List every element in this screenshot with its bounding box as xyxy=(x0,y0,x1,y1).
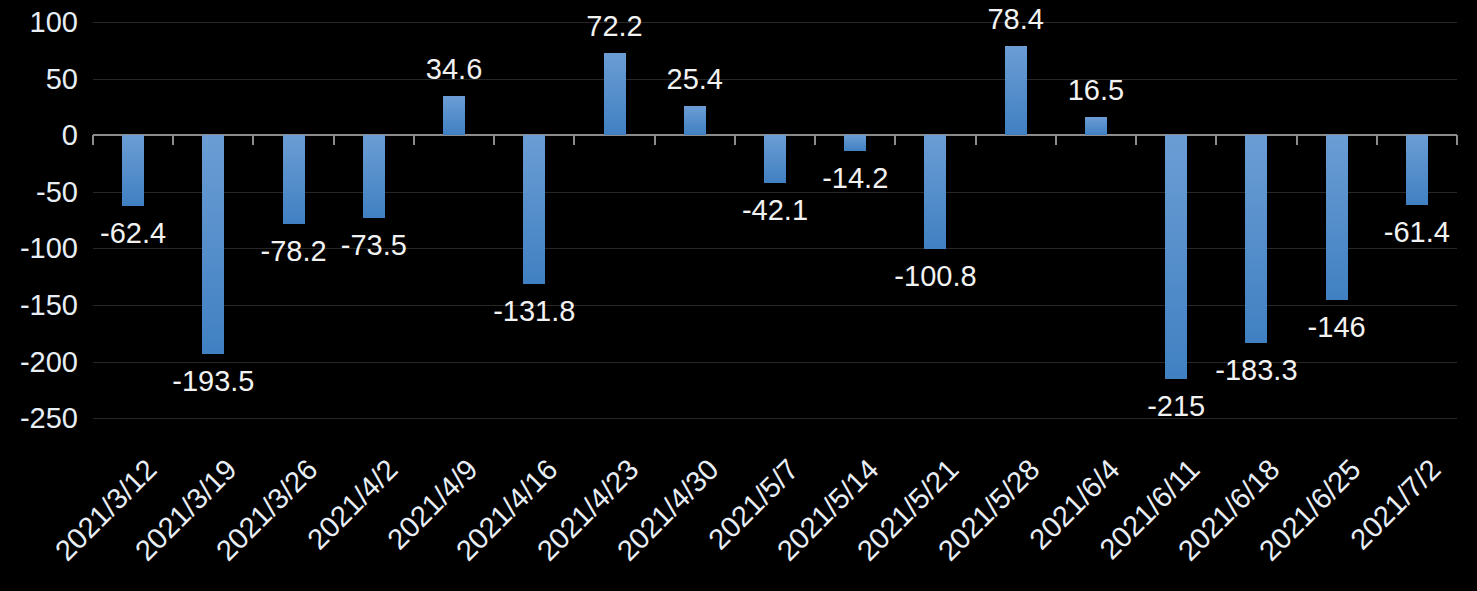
bar-value-label: 25.4 xyxy=(625,62,765,96)
y-axis-tick-label: 100 xyxy=(0,5,78,39)
bar-value-label: -61.4 xyxy=(1347,215,1477,249)
x-axis-tick xyxy=(734,135,736,145)
bar xyxy=(1326,135,1348,300)
x-axis-tick xyxy=(894,135,896,145)
bar xyxy=(1406,135,1428,205)
x-axis-tick xyxy=(814,135,816,145)
y-axis-tick-label: -50 xyxy=(0,175,78,209)
gridline xyxy=(93,418,1457,419)
bar-value-label: -146 xyxy=(1267,310,1407,344)
x-axis-tick xyxy=(333,135,335,145)
x-axis-tick xyxy=(1376,135,1378,145)
bar-chart: 100500-50-100-150-200-250-62.42021/3/12-… xyxy=(0,0,1477,591)
bar-value-label: -215 xyxy=(1106,389,1246,423)
x-axis-tick xyxy=(573,135,575,145)
bar xyxy=(523,135,545,284)
bar xyxy=(122,135,144,206)
bar xyxy=(604,53,626,135)
y-axis-tick-label: -150 xyxy=(0,288,78,322)
x-axis-tick xyxy=(1456,135,1458,145)
bar xyxy=(684,106,706,135)
x-axis-tick xyxy=(493,135,495,145)
x-axis-tick xyxy=(1055,135,1057,145)
x-axis-tick xyxy=(252,135,254,145)
bar xyxy=(1165,135,1187,378)
bar xyxy=(202,135,224,354)
x-axis-tick xyxy=(1135,135,1137,145)
bar-value-label: -183.3 xyxy=(1186,353,1326,387)
gridline xyxy=(93,22,1457,23)
bar xyxy=(1005,46,1027,135)
bar-value-label: -73.5 xyxy=(304,228,444,262)
bar-value-label: 34.6 xyxy=(384,52,524,86)
bar xyxy=(443,96,465,135)
x-axis-tick xyxy=(975,135,977,145)
bar xyxy=(283,135,305,224)
bar-value-label: 16.5 xyxy=(1026,73,1166,107)
bar-value-label: -193.5 xyxy=(143,364,283,398)
bar xyxy=(1085,117,1107,136)
bar xyxy=(1245,135,1267,342)
bar xyxy=(363,135,385,218)
bar-value-label: -62.4 xyxy=(63,216,203,250)
bar-value-label: -100.8 xyxy=(865,259,1005,293)
y-axis-tick-label: -250 xyxy=(0,401,78,435)
x-axis-tick xyxy=(413,135,415,145)
x-axis-tick xyxy=(172,135,174,145)
gridline xyxy=(93,79,1457,80)
x-axis-tick xyxy=(1296,135,1298,145)
y-axis-tick-label: 0 xyxy=(0,118,78,152)
bar xyxy=(844,135,866,151)
bar-value-label: 72.2 xyxy=(545,9,685,43)
bar-value-label: 78.4 xyxy=(946,2,1086,36)
bar xyxy=(764,135,786,183)
bar-value-label: -14.2 xyxy=(785,161,925,195)
bar-value-label: -42.1 xyxy=(705,193,845,227)
bar-value-label: -131.8 xyxy=(464,294,604,328)
x-axis-tick xyxy=(654,135,656,145)
y-axis-tick-label: -200 xyxy=(0,345,78,379)
bar xyxy=(924,135,946,249)
y-axis-tick-label: 50 xyxy=(0,62,78,96)
x-axis-tick xyxy=(1215,135,1217,145)
x-axis-tick xyxy=(92,135,94,145)
